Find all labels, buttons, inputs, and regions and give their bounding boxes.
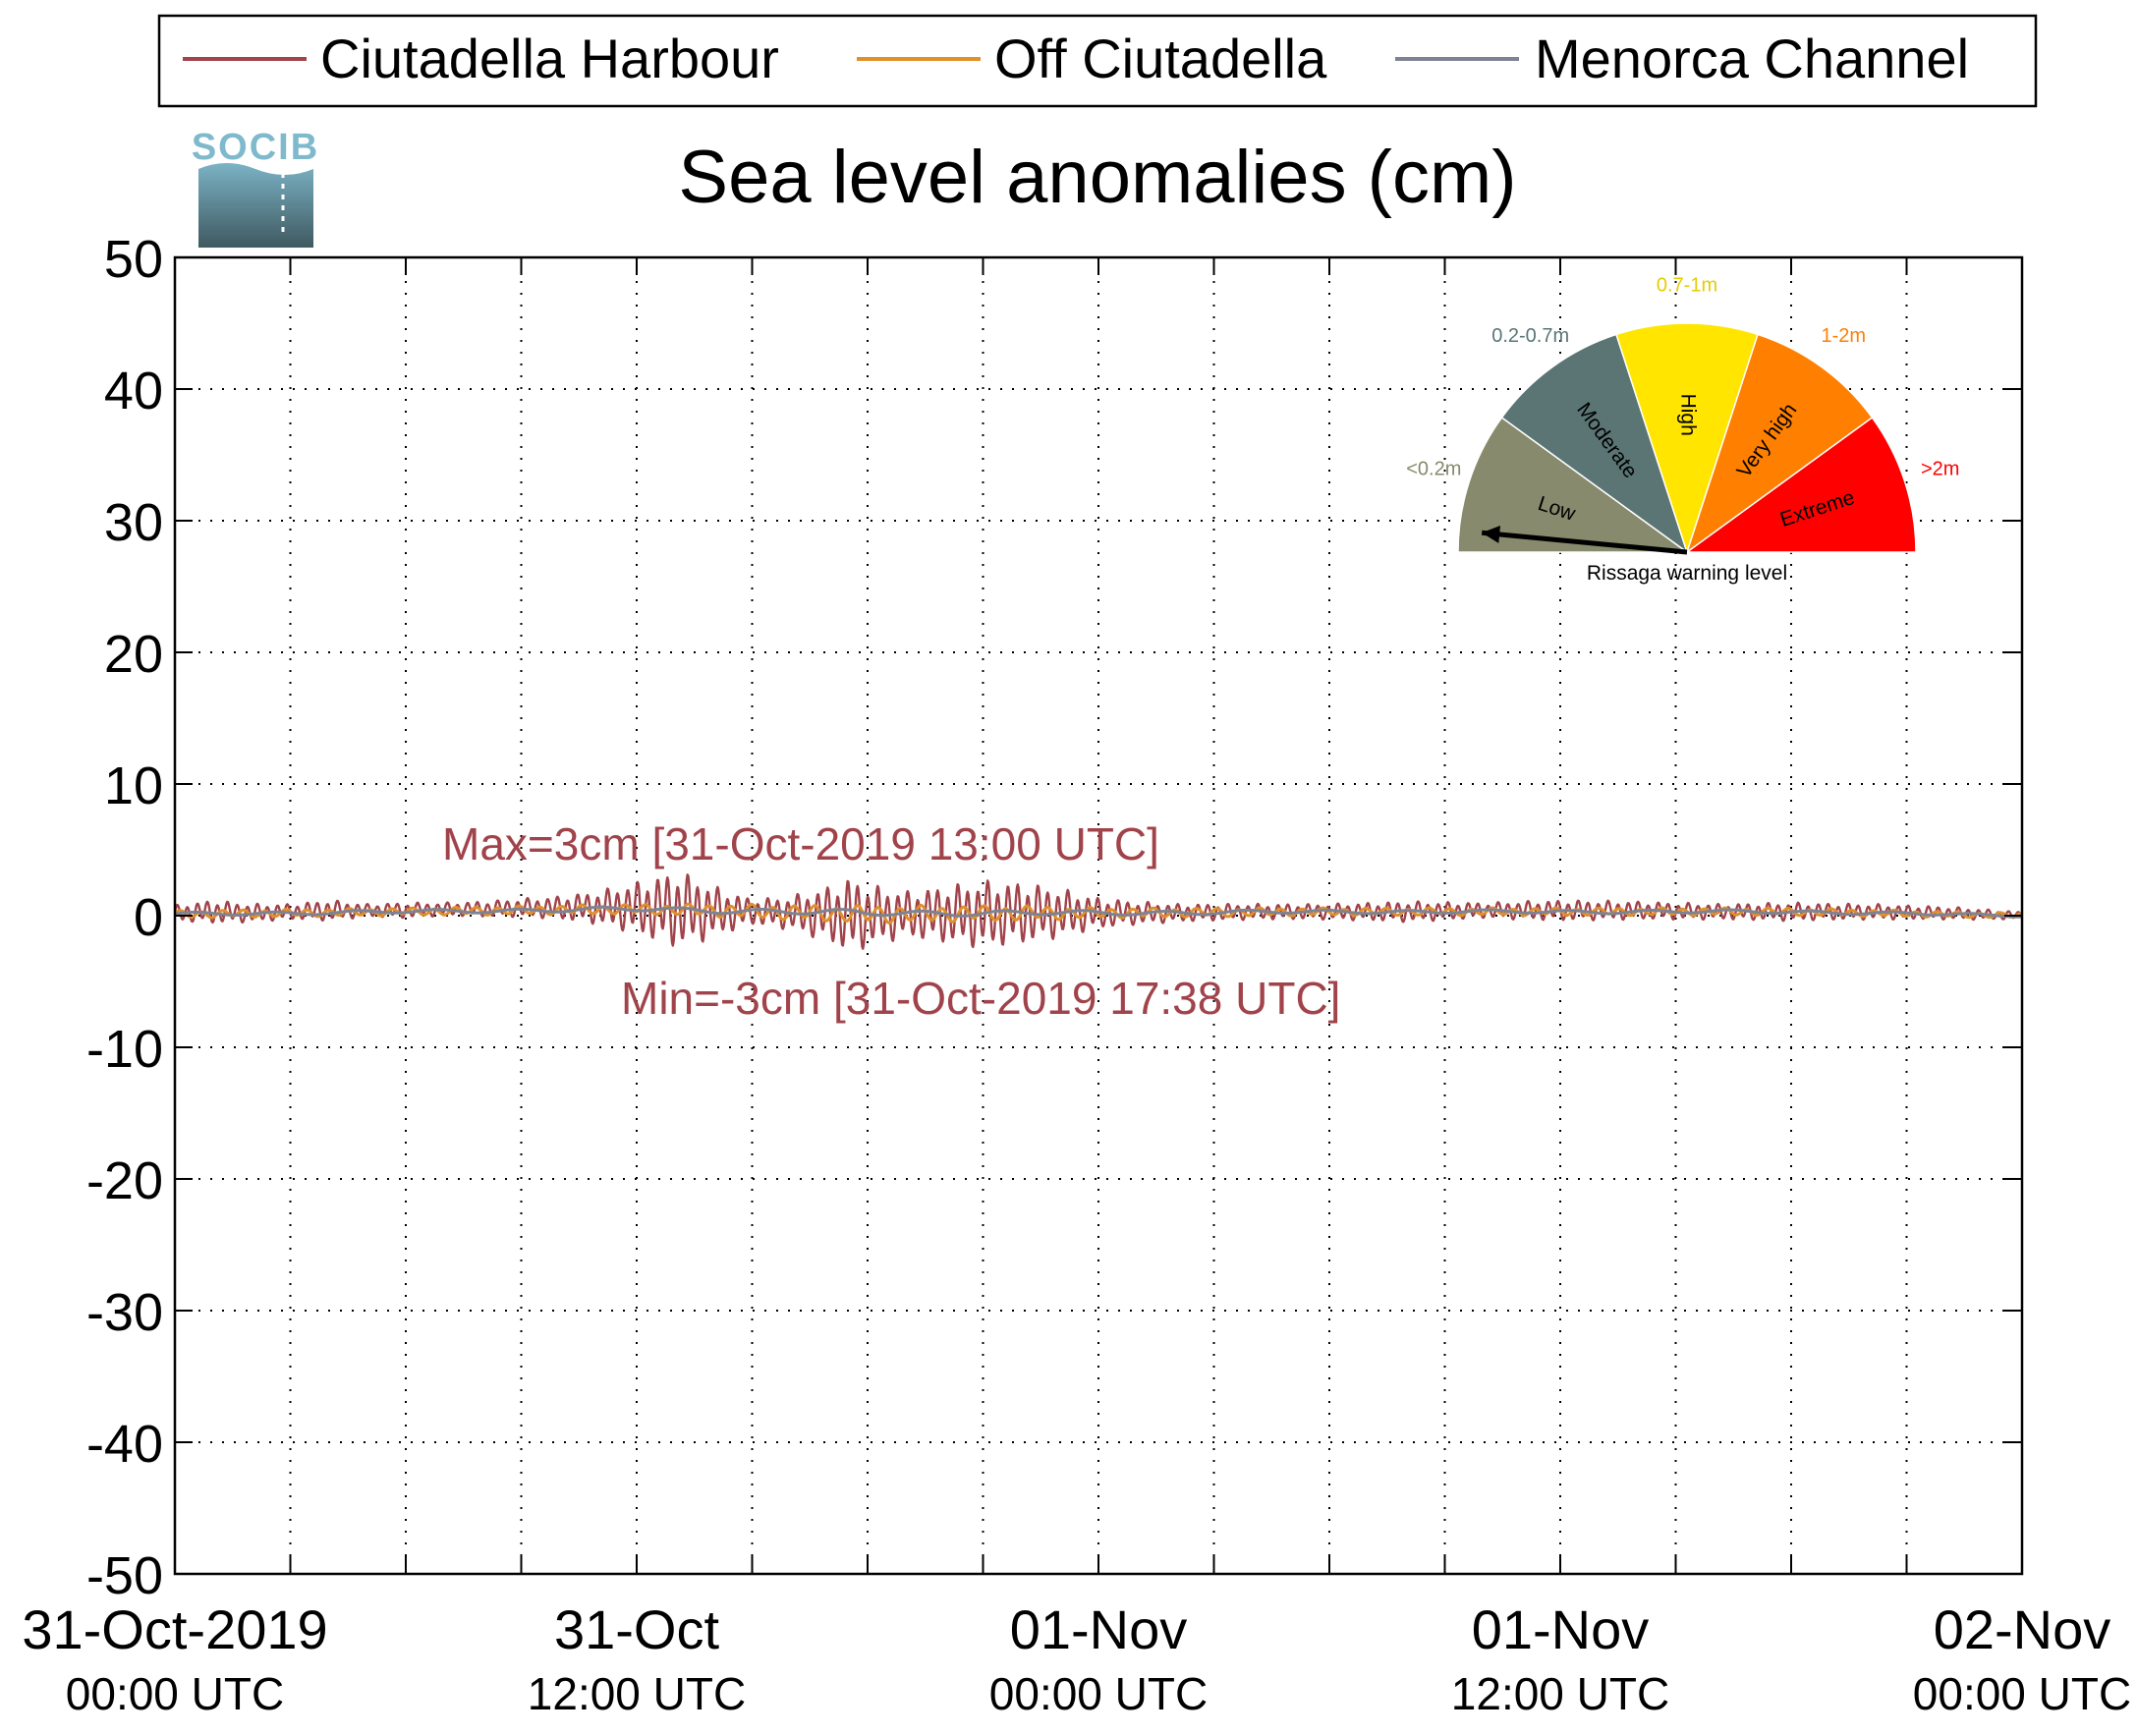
gauge-label-high: High [1676,394,1699,436]
x-tick-label-time: 00:00 UTC [1913,1668,2131,1719]
logo-text: SOCIB [192,127,319,168]
x-tick-label-time: 00:00 UTC [66,1668,284,1719]
gauge-range-moderate: 0.2-0.7m [1491,325,1569,347]
chart-title: Sea level anomalies (cm) [678,136,1516,219]
legend-label-menorca-channel: Menorca Channel [1535,28,1969,89]
y-tick-label: 50 [104,230,163,289]
y-tick-label: -20 [86,1151,163,1210]
gauge-range-high: 0.7-1m [1657,274,1717,296]
y-tick-label: 30 [104,493,163,552]
x-tick-label-date: 01-Nov [1010,1598,1188,1660]
gauge-sector-very-high [1685,333,1874,554]
axis-ticks [175,256,2022,1575]
y-axis-labels: 50 40 30 20 10 0 -10 -20 -30 -40 -50 [86,230,163,1605]
gauge-needle [1481,530,1688,555]
y-tick-label: 10 [104,756,163,815]
gauge-range-low: <0.2m [1406,459,1461,480]
x-tick-label-date: 01-Nov [1472,1598,1650,1660]
gauge-sector-extreme [1684,416,1917,553]
gauge-range-extreme: >2m [1921,459,1959,480]
y-tick-label: 40 [104,362,163,420]
series-line-menorca-channel [174,905,2022,919]
y-tick-label: -40 [86,1415,163,1474]
series-layer [173,873,2024,950]
y-tick-label: -10 [86,1020,163,1079]
gauge-sector-moderate [1500,333,1689,554]
y-tick-label: -30 [86,1283,163,1342]
socib-logo: SOCIB [192,127,319,248]
x-tick-label-time: 00:00 UTC [989,1668,1208,1719]
legend: Ciutadella Harbour Off Ciutadella Menorc… [157,14,2038,108]
gauge-caption: Rissaga warning level [1587,562,1787,585]
grid [175,257,2022,1574]
min-annotation: Min=-3cm [31-Oct-2019 17:38 UTC] [621,973,1340,1024]
legend-label-off-ciutadella: Off Ciutadella [994,28,1327,89]
y-tick-label: 0 [134,888,163,947]
x-axis-labels: 31-Oct-2019 00:00 UTC 31-Oct 12:00 UTC 01-No… [22,1598,2131,1719]
legend-item-ciutadella-harbour: Ciutadella Harbour [183,28,779,89]
legend-box [157,14,2038,108]
y-tick-label: -50 [86,1546,163,1605]
x-tick-label-date: 31-Oct [554,1598,719,1660]
x-tick-label-date: 31-Oct-2019 [22,1598,327,1660]
y-tick-label: 20 [104,625,163,684]
x-tick-label-time: 12:00 UTC [528,1668,746,1719]
gauge-range-very-high: 1-2m [1822,325,1867,347]
x-tick-label-date: 02-Nov [1934,1598,2111,1660]
gauge-sector-low [1457,416,1690,553]
legend-item-menorca-channel: Menorca Channel [1395,28,1969,89]
gauge-sector-high [1615,322,1759,555]
max-annotation: Max=3cm [31-Oct-2019 13:00 UTC] [442,818,1159,869]
logo-wave-curve [198,157,313,175]
legend-item-off-ciutadella: Off Ciutadella [857,28,1327,89]
gauge-needle-head [1482,526,1500,543]
legend-label-ciutadella-harbour: Ciutadella Harbour [320,28,779,89]
x-tick-label-time: 12:00 UTC [1451,1668,1669,1719]
